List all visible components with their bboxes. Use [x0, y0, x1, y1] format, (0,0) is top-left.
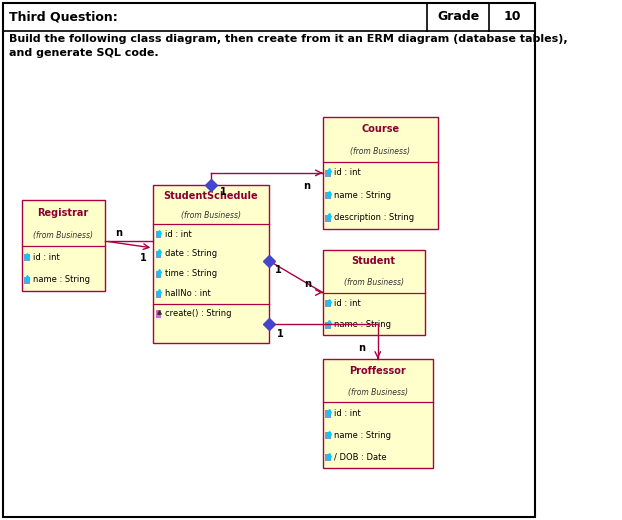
- Text: (from Business): (from Business): [350, 147, 411, 156]
- Text: id : int: id : int: [335, 298, 361, 308]
- Text: n: n: [303, 181, 310, 191]
- Text: description : String: description : String: [335, 213, 415, 222]
- Text: name : String: name : String: [335, 191, 391, 200]
- Text: Third Question:: Third Question:: [9, 10, 118, 23]
- Bar: [323, 117, 439, 229]
- Text: (from Business): (from Business): [33, 231, 93, 240]
- Bar: [22, 200, 105, 291]
- Bar: [325, 192, 331, 200]
- Bar: [325, 454, 331, 461]
- Text: 1: 1: [275, 265, 282, 275]
- Text: id : int: id : int: [335, 409, 361, 418]
- Bar: [24, 277, 30, 284]
- Text: (from Business): (from Business): [348, 388, 408, 397]
- Text: n: n: [115, 228, 122, 238]
- Bar: [325, 432, 331, 439]
- Text: name : String: name : String: [335, 431, 391, 440]
- Bar: [323, 359, 433, 468]
- Text: 1: 1: [140, 253, 147, 264]
- Bar: [24, 254, 30, 261]
- Bar: [156, 291, 161, 298]
- Text: Proffessor: Proffessor: [350, 366, 406, 376]
- Text: Course: Course: [361, 124, 399, 134]
- Text: date : String: date : String: [165, 250, 217, 258]
- Text: Student: Student: [351, 256, 396, 266]
- Bar: [325, 410, 331, 418]
- Text: hallNo : int: hallNo : int: [165, 289, 211, 298]
- Text: StudentSchedule: StudentSchedule: [164, 190, 258, 201]
- Text: time : String: time : String: [165, 269, 217, 278]
- Text: / DOB : Date: / DOB : Date: [335, 452, 387, 462]
- Bar: [323, 250, 425, 335]
- Bar: [153, 185, 269, 343]
- Text: name : String: name : String: [34, 275, 90, 284]
- Bar: [156, 310, 161, 318]
- Text: id : int: id : int: [34, 253, 60, 262]
- Bar: [325, 321, 331, 329]
- Bar: [325, 300, 331, 307]
- Text: Grade: Grade: [437, 10, 480, 23]
- Text: n: n: [304, 279, 311, 289]
- Text: id : int: id : int: [335, 168, 361, 177]
- Text: create() : String: create() : String: [165, 309, 231, 318]
- Bar: [325, 170, 331, 177]
- Text: 1: 1: [220, 187, 226, 198]
- Text: n: n: [358, 343, 365, 354]
- Text: 1: 1: [277, 329, 284, 339]
- Text: 10: 10: [503, 10, 521, 23]
- Text: Build the following class diagram, then create from it an ERM diagram (database : Build the following class diagram, then …: [9, 34, 567, 58]
- Bar: [156, 251, 161, 258]
- Text: (from Business): (from Business): [344, 278, 404, 288]
- Text: Registrar: Registrar: [37, 207, 89, 218]
- Text: id : int: id : int: [165, 230, 192, 239]
- Text: (from Business): (from Business): [181, 211, 241, 220]
- Text: name : String: name : String: [335, 320, 391, 329]
- Bar: [156, 231, 161, 238]
- Bar: [156, 271, 161, 278]
- Bar: [325, 214, 331, 222]
